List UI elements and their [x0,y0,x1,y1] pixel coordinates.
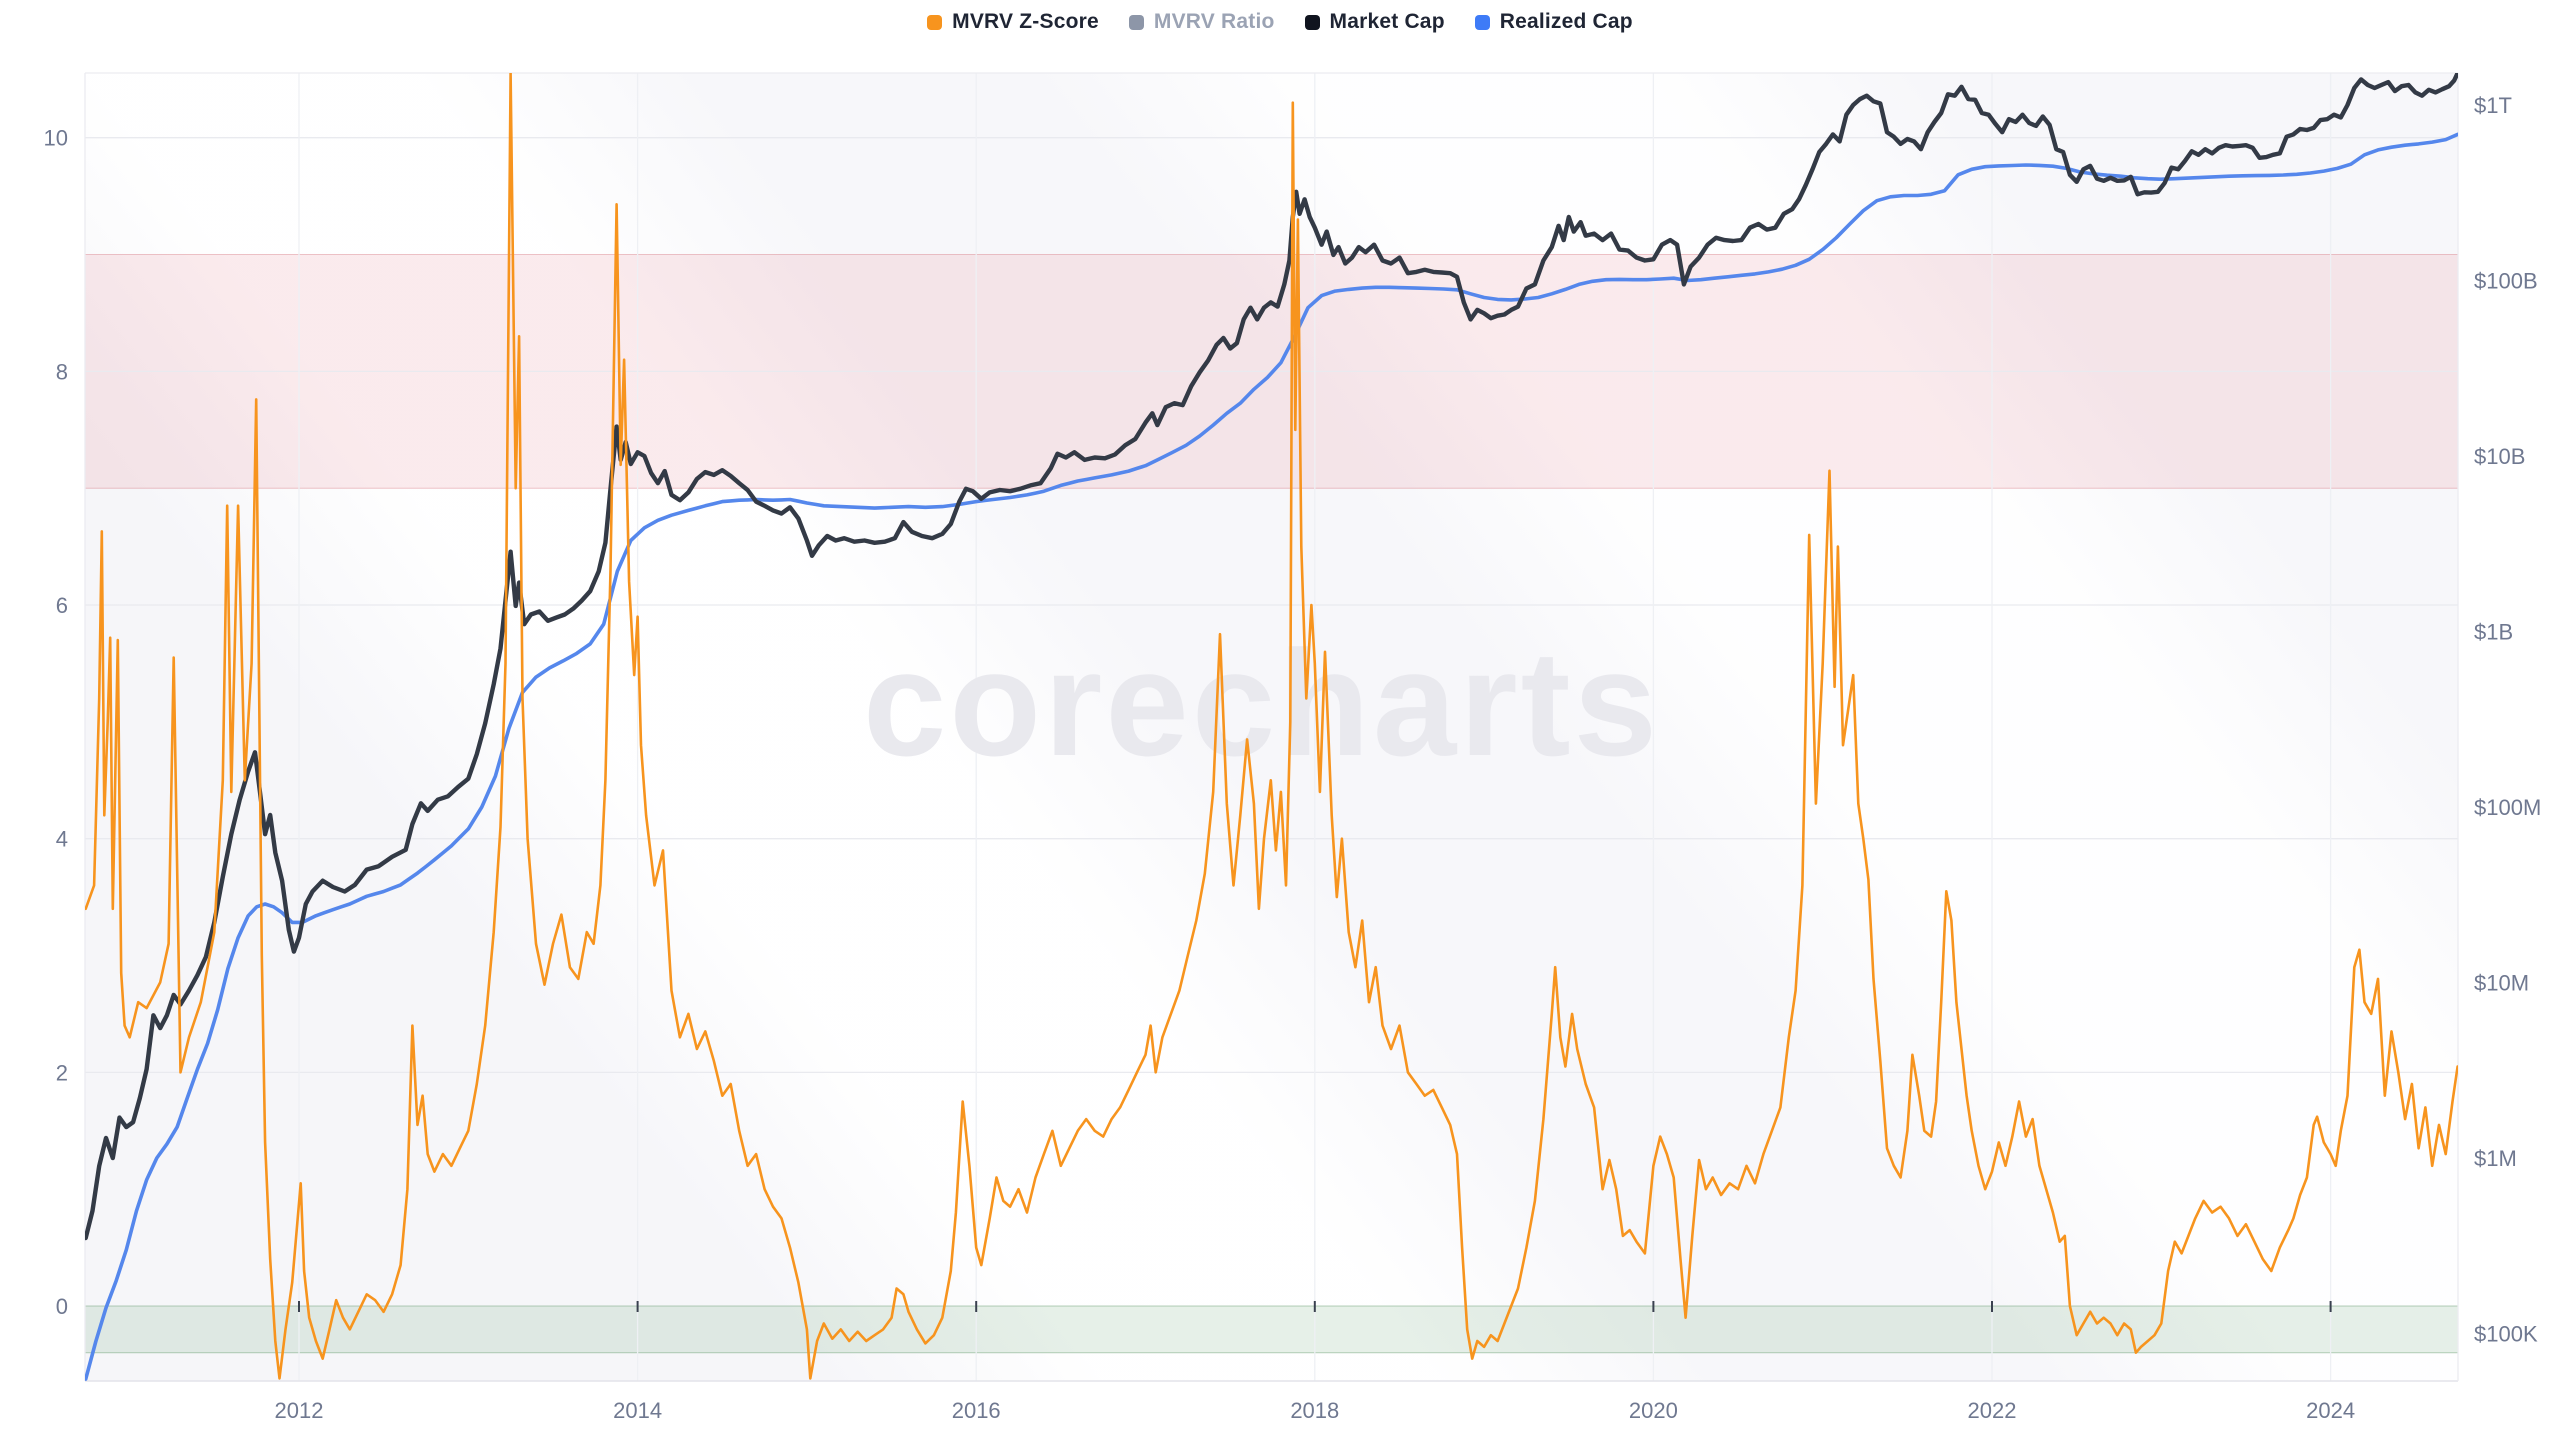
realized-cap-marker-icon [1474,14,1490,30]
legend-label-market-cap: Market Cap [1329,10,1445,33]
x-axis-year-label: 2018 [1290,1398,1339,1423]
y-right-tick-label: $10B [2474,444,2525,469]
plot-background [85,73,2458,1381]
y-left-tick-label: 0 [56,1294,68,1319]
legend-label-realized-cap: Realized Cap [1499,10,1633,33]
y-left-tick-label: 8 [56,359,68,384]
y-right-tick-label: $100M [2474,795,2541,820]
watermark: corecharts [863,619,1660,787]
series-line-mvrv-z-score [85,73,2458,1380]
y-right-tick-label: $1M [2474,1146,2517,1171]
y-right-tick-label: $10M [2474,971,2529,996]
y-left-tick-label: 2 [56,1060,68,1085]
gridlines [84,72,2459,1382]
plot-area[interactable] [85,73,2458,1381]
series-lines [85,73,2458,1381]
y-left-tick-label: 6 [56,593,68,618]
y-left-tick-label: 4 [56,827,68,852]
legend-item-market-cap[interactable]: Market Cap [1304,10,1445,34]
x-axis-year-label: 2014 [613,1398,662,1423]
x-axis-year-label: 2016 [952,1398,1001,1423]
x-axis-year-label: 2012 [275,1398,324,1423]
y-right-tick-label: $1T [2474,93,2512,118]
axis-labels: 0 2 4 6 8 10 $100K $1M $10M $100M $1B $10B $100B $1T 2… [44,93,2542,1423]
market-cap-marker-icon [1304,14,1320,30]
y-right-tick-label: $100K [2474,1322,2538,1347]
mvrv-ratio-marker-icon [1128,14,1144,30]
y-left-tick-label: 10 [44,126,68,151]
legend-item-realized-cap[interactable]: Realized Cap [1474,10,1633,34]
legend-label-mvrv-ratio: MVRV Ratio [1153,10,1275,33]
undervalued-band [85,1306,2458,1353]
x-axis-year-label: 2020 [1629,1398,1678,1423]
y-right-tick-label: $1B [2474,620,2513,645]
series-line-realized-cap [85,132,2458,1381]
legend-item-mvrv-ratio[interactable]: MVRV Ratio [1128,10,1275,34]
y-right-tick-label: $100B [2474,269,2538,294]
legend-item-mvrv-z-score[interactable]: MVRV Z-Score [927,10,1099,34]
x-axis-year-label: 2024 [2306,1398,2355,1423]
legend: MVRV Z-Score MVRV Ratio Market Cap Reali… [0,10,2560,34]
mvrv-z-score-marker-icon [927,14,943,30]
x-axis-year-label: 2022 [1968,1398,2017,1423]
legend-label-mvrv-z-score: MVRV Z-Score [952,10,1099,33]
